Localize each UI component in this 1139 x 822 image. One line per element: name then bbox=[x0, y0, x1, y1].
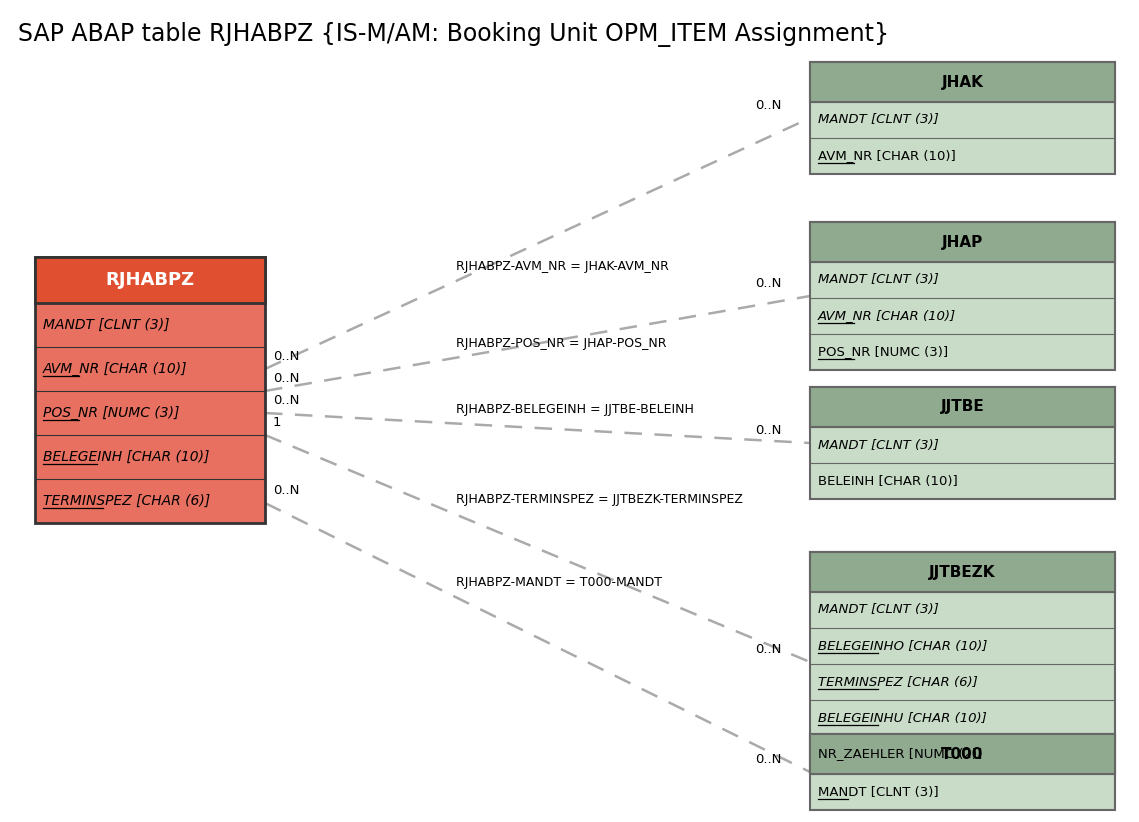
Text: POS_NR [NUMC (3)]: POS_NR [NUMC (3)] bbox=[43, 406, 179, 420]
Text: NR_ZAEHLER [NUMC (2)]: NR_ZAEHLER [NUMC (2)] bbox=[818, 747, 982, 760]
Text: AVM_NR [CHAR (10)]: AVM_NR [CHAR (10)] bbox=[818, 310, 956, 322]
Bar bbox=[35, 257, 265, 523]
Bar bbox=[810, 734, 1115, 810]
Text: TERMINSPEZ [CHAR (6)]: TERMINSPEZ [CHAR (6)] bbox=[43, 494, 210, 508]
Text: MANDT [CLNT (3)]: MANDT [CLNT (3)] bbox=[818, 786, 939, 798]
Text: MANDT [CLNT (3)]: MANDT [CLNT (3)] bbox=[818, 603, 939, 616]
Bar bbox=[810, 222, 1115, 370]
Text: RJHABPZ-MANDT = T000-MANDT: RJHABPZ-MANDT = T000-MANDT bbox=[456, 576, 662, 589]
Text: 0..N: 0..N bbox=[755, 99, 781, 112]
Text: RJHABPZ-AVM_NR = JHAK-AVM_NR: RJHABPZ-AVM_NR = JHAK-AVM_NR bbox=[456, 260, 669, 273]
Text: MANDT [CLNT (3)]: MANDT [CLNT (3)] bbox=[43, 318, 170, 332]
Text: 0..N: 0..N bbox=[273, 484, 300, 497]
Text: JJTBE: JJTBE bbox=[941, 399, 984, 414]
Text: 0..N: 0..N bbox=[273, 372, 300, 385]
Text: BELEGEINH [CHAR (10)]: BELEGEINH [CHAR (10)] bbox=[43, 450, 210, 464]
Text: MANDT [CLNT (3)]: MANDT [CLNT (3)] bbox=[818, 274, 939, 287]
Text: RJHABPZ-POS_NR = JHAP-POS_NR: RJHABPZ-POS_NR = JHAP-POS_NR bbox=[456, 337, 666, 349]
Text: BELEGEINHO [CHAR (10)]: BELEGEINHO [CHAR (10)] bbox=[818, 640, 988, 653]
Text: 0..N: 0..N bbox=[755, 277, 781, 290]
Bar bbox=[810, 62, 1115, 174]
Text: BELEGEINHU [CHAR (10)]: BELEGEINHU [CHAR (10)] bbox=[818, 712, 986, 724]
Text: 0..N: 0..N bbox=[273, 350, 300, 363]
Bar bbox=[810, 552, 1115, 592]
Text: RJHABPZ: RJHABPZ bbox=[106, 271, 195, 289]
Text: AVM_NR [CHAR (10)]: AVM_NR [CHAR (10)] bbox=[43, 362, 188, 376]
Text: T000: T000 bbox=[941, 746, 984, 761]
Text: 0..N: 0..N bbox=[755, 753, 781, 766]
Text: RJHABPZ-TERMINSPEZ = JJTBEZK-TERMINSPEZ: RJHABPZ-TERMINSPEZ = JJTBEZK-TERMINSPEZ bbox=[456, 493, 743, 506]
Text: 0..N: 0..N bbox=[755, 643, 781, 656]
Text: JHAK: JHAK bbox=[942, 75, 983, 90]
Text: 0..N: 0..N bbox=[273, 394, 300, 407]
Text: JJTBEZK: JJTBEZK bbox=[929, 565, 995, 580]
Text: 0..N: 0..N bbox=[755, 424, 781, 437]
Text: 1: 1 bbox=[273, 416, 281, 429]
Text: JHAP: JHAP bbox=[942, 234, 983, 250]
Bar bbox=[810, 222, 1115, 262]
Bar bbox=[810, 552, 1115, 772]
Bar bbox=[810, 387, 1115, 499]
Text: AVM_NR [CHAR (10)]: AVM_NR [CHAR (10)] bbox=[818, 150, 956, 163]
Bar bbox=[810, 734, 1115, 774]
Bar bbox=[810, 62, 1115, 102]
Text: SAP ABAP table RJHABPZ {IS-M/AM: Booking Unit OPM_ITEM Assignment}: SAP ABAP table RJHABPZ {IS-M/AM: Booking… bbox=[18, 22, 890, 47]
Text: RJHABPZ-BELEGEINH = JJTBE-BELEINH: RJHABPZ-BELEGEINH = JJTBE-BELEINH bbox=[456, 403, 694, 415]
Text: MANDT [CLNT (3)]: MANDT [CLNT (3)] bbox=[818, 438, 939, 451]
Text: TERMINSPEZ [CHAR (6)]: TERMINSPEZ [CHAR (6)] bbox=[818, 676, 977, 689]
Bar bbox=[810, 387, 1115, 427]
Text: POS_NR [NUMC (3)]: POS_NR [NUMC (3)] bbox=[818, 345, 948, 358]
Bar bbox=[35, 257, 265, 303]
Text: MANDT [CLNT (3)]: MANDT [CLNT (3)] bbox=[818, 113, 939, 127]
Text: BELEINH [CHAR (10)]: BELEINH [CHAR (10)] bbox=[818, 474, 958, 487]
